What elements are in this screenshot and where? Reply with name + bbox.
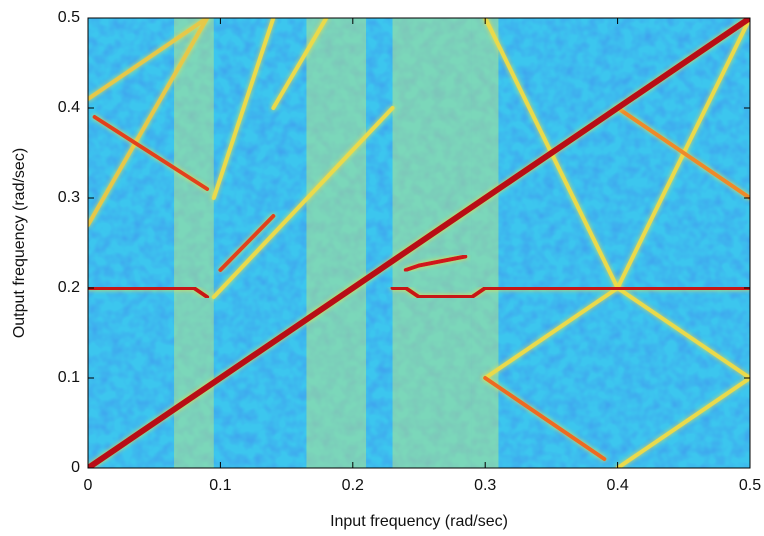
band bbox=[306, 18, 367, 468]
ridge-line bbox=[390, 286, 750, 299]
y-tick-label: 0.1 bbox=[58, 369, 80, 386]
ridge-line bbox=[483, 376, 607, 461]
band bbox=[174, 18, 214, 468]
ridge-line bbox=[88, 286, 210, 299]
x-tick-label: 0.1 bbox=[209, 477, 231, 494]
ridge-line bbox=[211, 106, 395, 299]
y-tick-label: 0.3 bbox=[58, 189, 80, 206]
y-axis-label: Output frequency (rad/sec) bbox=[11, 148, 28, 338]
band bbox=[471, 18, 499, 468]
ridge-line bbox=[88, 18, 210, 227]
x-tick-label: 0.3 bbox=[474, 477, 496, 494]
y-tick-label: 0.2 bbox=[58, 279, 80, 296]
ridge-line bbox=[615, 376, 750, 468]
ridge-line bbox=[615, 106, 750, 200]
plot-area bbox=[88, 18, 750, 468]
y-tick-label: 0 bbox=[71, 459, 80, 476]
x-tick-label: 0.5 bbox=[739, 477, 761, 494]
ridge-line bbox=[92, 115, 210, 191]
y-tick-label: 0.4 bbox=[58, 99, 80, 116]
ridge-line bbox=[88, 18, 750, 468]
x-axis-label: Input frequency (rad/sec) bbox=[330, 513, 508, 530]
x-tick-label: 0.4 bbox=[606, 477, 628, 494]
y-tick-label: 0.5 bbox=[58, 9, 80, 26]
plot-frame bbox=[87, 17, 751, 469]
x-tick-label: 0.2 bbox=[342, 477, 364, 494]
band bbox=[392, 18, 472, 468]
ridge-line bbox=[218, 214, 276, 272]
x-tick-label: 0 bbox=[84, 477, 93, 494]
ridge-line bbox=[403, 254, 468, 272]
ridge-line bbox=[271, 18, 329, 110]
ridge-line bbox=[211, 18, 276, 200]
